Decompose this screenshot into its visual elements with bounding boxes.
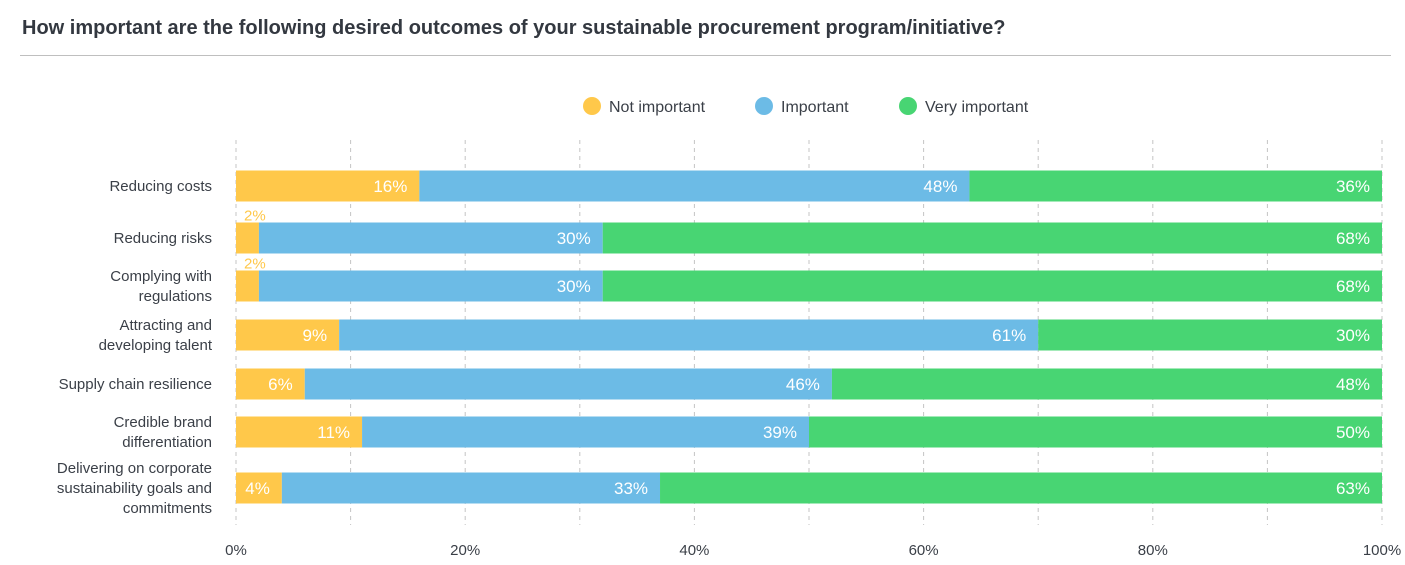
category-labels: Reducing costs Reducing risks Complying wi… (57, 178, 213, 517)
category-label-line: Supply chain resilience (59, 376, 212, 393)
bar-segment (236, 368, 305, 400)
legend-swatch (583, 97, 601, 115)
value-label: 48% (1336, 375, 1370, 394)
bar-segment (1038, 319, 1382, 351)
category-label-line: Credible brand (114, 414, 212, 431)
x-tick-label: 60% (909, 542, 939, 559)
value-label: 46% (786, 375, 820, 394)
value-label: 61% (992, 326, 1026, 345)
title-divider (20, 55, 1391, 56)
value-label: 30% (557, 229, 591, 248)
bar-segment (660, 472, 1382, 504)
x-tick-label: 0% (225, 542, 247, 559)
x-tick-label: 40% (679, 542, 709, 559)
value-label: 39% (763, 423, 797, 442)
bar-segment (281, 472, 661, 504)
value-label: 36% (1336, 177, 1370, 196)
category-label-line: sustainability goals and (57, 480, 212, 497)
chart-title: How important are the following desired … (22, 17, 1006, 39)
category-label-line: commitments (123, 500, 212, 517)
legend-label: Very important (925, 99, 1029, 116)
category-label: Attracting and developing talent (99, 317, 213, 354)
value-label: 68% (1336, 229, 1370, 248)
bar-segment (809, 416, 1382, 448)
legend-label: Not important (609, 99, 706, 116)
bar-segment (236, 319, 340, 351)
value-label: 30% (1336, 326, 1370, 345)
value-label: 50% (1336, 423, 1370, 442)
bar-segment (419, 170, 970, 202)
category-label-line: Delivering on corporate (57, 460, 212, 477)
x-tick-label: 80% (1138, 542, 1168, 559)
category-label: Supply chain resilience (59, 376, 212, 393)
bar-segment (602, 270, 1382, 302)
legend-swatch (755, 97, 773, 115)
bar-segment (602, 222, 1382, 254)
value-label: 16% (373, 177, 407, 196)
category-label-line: Reducing costs (109, 178, 212, 195)
category-label-line: Reducing risks (114, 230, 212, 247)
value-label: 4% (245, 479, 270, 498)
legend: Not important Important Very important (583, 97, 1029, 116)
bar-segment (236, 472, 282, 504)
category-label: Complying with regulations (110, 268, 212, 305)
bar-segment (304, 368, 832, 400)
x-tick-label: 100% (1363, 542, 1401, 559)
bar-segment (236, 170, 420, 202)
category-label: Delivering on corporate sustainability go… (57, 460, 212, 517)
bar-segment (969, 170, 1382, 202)
bar-segment (236, 270, 259, 302)
bar-segment (258, 222, 603, 254)
category-label: Reducing risks (114, 230, 212, 247)
category-label-line: Attracting and (119, 317, 212, 334)
category-label-line: differentiation (122, 434, 212, 451)
x-axis-ticks: 0% 20% 40% 60% 80% 100% (225, 542, 1401, 559)
category-label-line: regulations (139, 288, 212, 305)
bar-segment (236, 222, 259, 254)
category-label: Reducing costs (109, 178, 212, 195)
value-label: 30% (557, 277, 591, 296)
value-label: 68% (1336, 277, 1370, 296)
category-label-line: Complying with (110, 268, 212, 285)
value-label: 63% (1336, 479, 1370, 498)
category-label-line: developing talent (99, 337, 213, 354)
bar-segment (258, 270, 603, 302)
value-label: 9% (303, 326, 328, 345)
legend-swatch (899, 97, 917, 115)
category-label: Credible brand differentiation (114, 414, 212, 451)
bar-segment (339, 319, 1039, 351)
bar-segment (362, 416, 809, 448)
bar-segment (831, 368, 1382, 400)
legend-label: Important (781, 99, 849, 116)
bars (236, 170, 1382, 504)
x-tick-label: 20% (450, 542, 480, 559)
value-labels: 16% 48% 36% 2% 30% 68% 2% 30% 68% 9% 61% 30% 6% 46% 48… (244, 177, 1370, 498)
value-label: 6% (268, 375, 293, 394)
value-label: 2% (244, 256, 266, 273)
value-label: 11% (317, 423, 350, 442)
bar-segment (236, 416, 363, 448)
value-label: 2% (244, 208, 266, 225)
value-label: 33% (614, 479, 648, 498)
value-label: 48% (923, 177, 957, 196)
